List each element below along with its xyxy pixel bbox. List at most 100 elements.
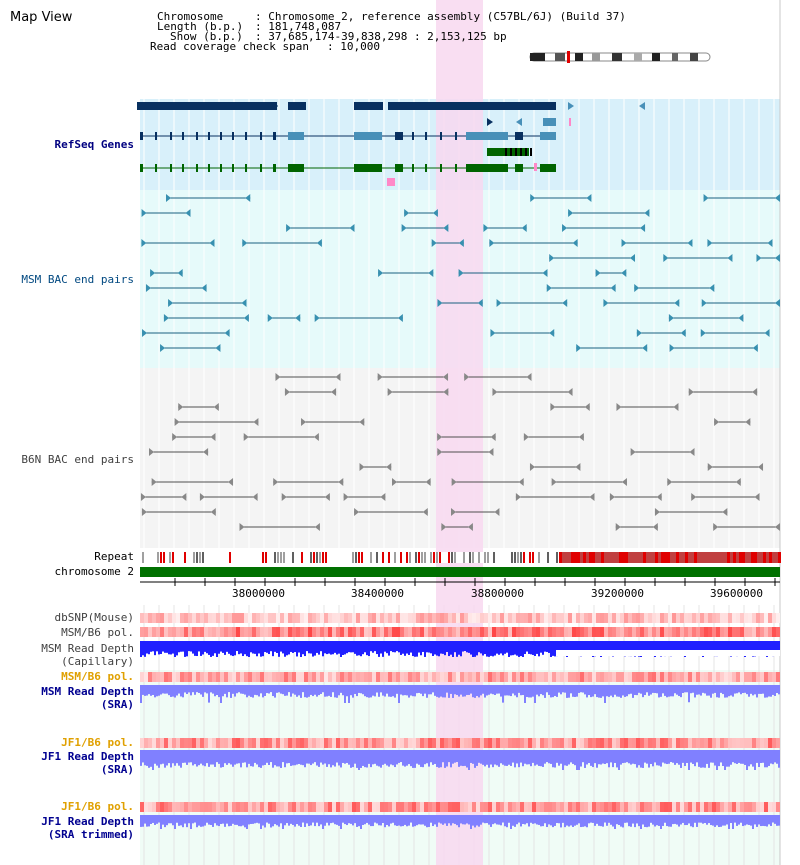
depth-mask [562,650,564,656]
depth-bar [496,641,498,654]
depth-mask [692,650,694,656]
heat-cell [740,672,744,682]
track-label-refseq[interactable]: RefSeq Genes [54,138,134,151]
depth-bar [726,641,728,653]
depth-bar [140,641,142,657]
heat-cell [296,627,300,637]
heat-cell [632,613,636,623]
depth-bar [624,815,626,823]
depth-bar [262,815,264,826]
bac-end [377,373,383,381]
depth-bar [332,641,334,655]
heat-cell [744,613,748,623]
depth-bar [338,641,340,654]
depth-bar [454,641,456,653]
depth-mask [594,650,596,656]
depth-bar [586,815,588,828]
heat-cell [236,738,240,748]
depth-bar [402,641,404,654]
depth-bar [498,685,500,694]
depth-bar [602,685,604,697]
bac-end [243,433,249,441]
depth-bar [494,750,496,765]
heat-cell [324,627,328,637]
depth-bar [662,641,664,655]
depth-bar [556,750,558,763]
depth-bar [720,641,722,654]
depth-bar [440,815,442,824]
heat-cell [300,738,304,748]
heat-cell [304,802,308,812]
depth-mask [724,650,726,656]
track-label-msm-bac[interactable]: MSM BAC end pairs [21,273,134,286]
depth-bar [686,815,688,826]
depth-bar [348,750,350,765]
depth-bar [674,685,676,694]
gene-arrow [516,118,522,126]
bac-end [349,224,355,232]
heat-cell [356,672,360,682]
depth-bar [512,641,514,656]
depth-bar [578,815,580,824]
depth-bar [720,750,722,763]
depth-mask [568,650,570,656]
depth-bar [354,685,356,694]
depth-bar [472,641,474,657]
heat-cell [384,627,388,637]
heat-cell [524,627,528,637]
depth-bar [748,641,750,652]
heat-cell [724,738,728,748]
depth-bar [502,750,504,765]
track-label-b6n-bac[interactable]: B6N BAC end pairs [21,453,134,466]
depth-bar [206,750,208,764]
heat-cell [548,738,552,748]
heat-cell [484,627,488,637]
repeat-element [142,552,144,563]
heat-cell [708,738,712,748]
depth-bar [274,641,276,652]
track-label-msm-b6-pol-1: MSM/B6 pol. [61,626,134,639]
depth-bar [604,815,606,823]
depth-mask [690,650,692,656]
depth-bar [684,750,686,767]
depth-bar [412,641,414,657]
depth-bar [770,641,772,654]
depth-bar [654,685,656,693]
depth-bar [610,750,612,763]
depth-bar [564,815,566,828]
depth-bar [544,685,546,698]
depth-bar [614,750,616,763]
depth-bar [332,685,334,693]
depth-bar [292,750,294,766]
depth-bar [520,750,522,763]
gene-exon [288,132,304,140]
heat-cell [592,613,596,623]
bac-end [767,239,773,247]
repeat-track [140,552,780,563]
heat-cell [292,613,296,623]
heat-cell [500,802,504,812]
repeat-element [277,552,279,563]
depth-bar [602,641,604,652]
ideogram-band [652,53,660,61]
depth-bar [618,685,620,697]
depth-bar [142,750,144,763]
depth-mask [680,650,682,656]
heat-cell [396,627,400,637]
depth-bar [562,641,564,652]
depth-bar [250,685,252,697]
bac-end [343,493,349,501]
bac-end [549,329,555,337]
depth-bar [532,750,534,763]
depth-bar [196,641,198,657]
depth-bar [732,641,734,652]
depth-bar [220,750,222,768]
bac-end [703,194,709,202]
chromosome-key: Chromosome [157,10,224,23]
depth-mask [662,650,664,656]
heat-cell [164,802,168,812]
heat-cell [264,672,268,682]
depth-bar [526,750,528,765]
heat-cell [328,738,332,748]
